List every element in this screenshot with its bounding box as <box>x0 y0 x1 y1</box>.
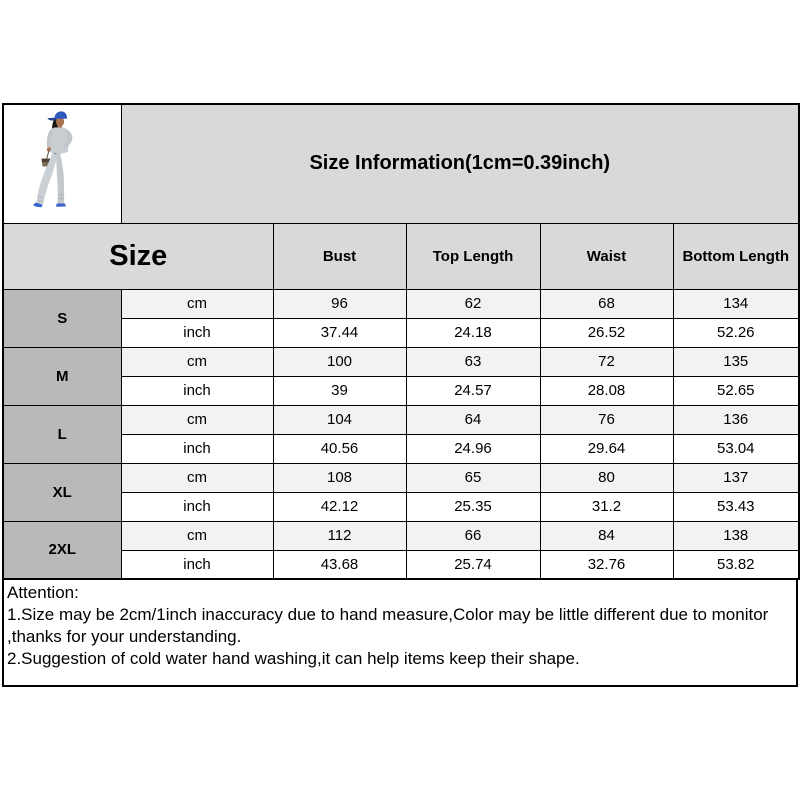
unit-label-cm: cm <box>120 404 274 435</box>
table-row-m-cm: M cm 100 63 72 135 <box>2 346 800 406</box>
column-header-top-length: Top Length <box>405 222 541 290</box>
cell-l-toplength-inch: 24.96 <box>405 433 541 464</box>
cell-m-toplength-cm: 63 <box>405 346 541 377</box>
cell-m-bust-inch: 39 <box>272 375 407 406</box>
cell-m-waist-cm: 72 <box>539 346 674 377</box>
cell-2xl-waist-inch: 32.76 <box>539 549 674 580</box>
attention-note: Attention: 1.Size may be 2cm/1inch inacc… <box>2 580 798 687</box>
table-row-xl-cm: XL cm 108 65 80 137 <box>2 462 800 522</box>
cell-m-bottomlength-inch: 52.65 <box>672 375 800 406</box>
cell-2xl-bottomlength-cm: 138 <box>672 520 800 551</box>
cell-l-bust-cm: 104 <box>272 404 407 435</box>
unit-label-inch: inch <box>120 549 274 580</box>
cell-s-bust-inch: 37.44 <box>272 317 407 348</box>
unit-label-inch: inch <box>120 375 274 406</box>
cell-xl-waist-inch: 31.2 <box>539 491 674 522</box>
column-header-waist: Waist <box>539 222 674 290</box>
cell-s-bust-cm: 96 <box>272 288 407 319</box>
column-header-size: Size <box>2 222 274 290</box>
cell-xl-toplength-inch: 25.35 <box>405 491 541 522</box>
size-label-2xl: 2XL <box>2 520 122 580</box>
cell-2xl-bust-cm: 112 <box>272 520 407 551</box>
unit-label-inch: inch <box>120 317 274 348</box>
cell-2xl-toplength-inch: 25.74 <box>405 549 541 580</box>
product-photo <box>2 103 122 224</box>
size-label-s: S <box>2 288 122 348</box>
unit-label-cm: cm <box>120 520 274 551</box>
unit-label-inch: inch <box>120 433 274 464</box>
cell-xl-toplength-cm: 65 <box>405 462 541 493</box>
cell-l-waist-inch: 29.64 <box>539 433 674 464</box>
unit-label-cm: cm <box>120 288 274 319</box>
cell-s-bottomlength-inch: 52.26 <box>672 317 800 348</box>
cell-s-waist-inch: 26.52 <box>539 317 674 348</box>
cell-2xl-bust-inch: 43.68 <box>272 549 407 580</box>
cell-s-waist-cm: 68 <box>539 288 674 319</box>
cell-xl-bust-inch: 42.12 <box>272 491 407 522</box>
cell-2xl-toplength-cm: 66 <box>405 520 541 551</box>
cell-m-bottomlength-cm: 135 <box>672 346 800 377</box>
attention-line-2: 2.Suggestion of cold water hand washing,… <box>7 649 580 668</box>
page-title: Size Information(1cm=0.39inch) <box>120 103 800 224</box>
cell-xl-bottomlength-cm: 137 <box>672 462 800 493</box>
table-header-row: Size Bust Top Length Waist Bottom Length <box>2 222 800 290</box>
size-label-l: L <box>2 404 122 464</box>
table-row-2xl-cm: 2XL cm 112 66 84 138 <box>2 520 800 580</box>
cell-s-toplength-inch: 24.18 <box>405 317 541 348</box>
unit-label-cm: cm <box>120 462 274 493</box>
unit-label-cm: cm <box>120 346 274 377</box>
title-row: Size Information(1cm=0.39inch) <box>2 103 800 224</box>
column-header-bust: Bust <box>272 222 407 290</box>
size-label-m: M <box>2 346 122 406</box>
cell-m-bust-cm: 100 <box>272 346 407 377</box>
cell-xl-bottomlength-inch: 53.43 <box>672 491 800 522</box>
table-row-xl-inch: inch 42.12 25.35 31.2 53.43 <box>3 491 800 522</box>
size-chart-sheet: Size Information(1cm=0.39inch) Size Bust… <box>2 103 800 687</box>
cell-l-toplength-cm: 64 <box>405 404 541 435</box>
cell-l-bust-inch: 40.56 <box>272 433 407 464</box>
size-label-xl: XL <box>2 462 122 522</box>
cell-l-waist-cm: 76 <box>539 404 674 435</box>
cell-l-bottomlength-inch: 53.04 <box>672 433 800 464</box>
cell-s-toplength-cm: 62 <box>405 288 541 319</box>
column-header-bottom-length: Bottom Length <box>672 222 800 290</box>
table-row-l-cm: L cm 104 64 76 136 <box>2 404 800 464</box>
table-row-s-inch: inch 37.44 24.18 26.52 52.26 <box>3 317 800 348</box>
cell-s-bottomlength-cm: 134 <box>672 288 800 319</box>
cell-xl-bust-cm: 108 <box>272 462 407 493</box>
cell-m-toplength-inch: 24.57 <box>405 375 541 406</box>
table-row-m-inch: inch 39 24.57 28.08 52.65 <box>3 375 800 406</box>
cell-xl-waist-cm: 80 <box>539 462 674 493</box>
model-illustration-icon <box>33 111 73 210</box>
cell-m-waist-inch: 28.08 <box>539 375 674 406</box>
attention-line-1: 1.Size may be 2cm/1inch inaccuracy due t… <box>7 605 769 646</box>
cell-2xl-bottomlength-inch: 53.82 <box>672 549 800 580</box>
cell-2xl-waist-cm: 84 <box>539 520 674 551</box>
table-row-2xl-inch: inch 43.68 25.74 32.76 53.82 <box>3 549 800 580</box>
cell-l-bottomlength-cm: 136 <box>672 404 800 435</box>
size-table: Size Information(1cm=0.39inch) Size Bust… <box>2 103 800 580</box>
attention-heading: Attention: <box>7 583 79 602</box>
table-row-s-cm: S cm 96 62 68 134 <box>2 288 800 348</box>
table-row-l-inch: inch 40.56 24.96 29.64 53.04 <box>3 433 800 464</box>
unit-label-inch: inch <box>120 491 274 522</box>
